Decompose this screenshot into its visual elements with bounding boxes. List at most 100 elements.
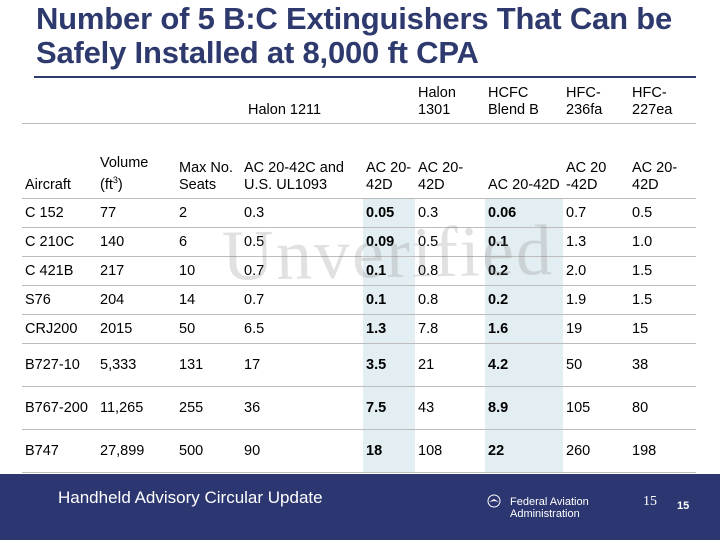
table-row: B727-10 5,333 131 17 3.5 21 4.2 50 38 bbox=[22, 343, 697, 387]
cell-hfc227ea: 80 bbox=[629, 386, 697, 430]
cell-seats: 50 bbox=[176, 314, 241, 344]
cell-volume: 217 bbox=[97, 256, 176, 286]
cell-halon1211-ac: 0.1 bbox=[363, 256, 416, 286]
extinguisher-table: Halon 1211 Halon 1301 HCFC Blend B HFC-2… bbox=[22, 79, 697, 473]
cell-halon1301: 0.8 bbox=[415, 256, 486, 286]
header-hfc-227ea: HFC-227ea bbox=[629, 79, 697, 124]
table-row: S76 204 14 0.7 0.1 0.8 0.2 1.9 1.5 bbox=[22, 285, 697, 315]
cell-halon1301: 7.8 bbox=[415, 314, 486, 344]
cell-halon1301: 0.5 bbox=[415, 227, 486, 257]
cell-hfc227ea: 198 bbox=[629, 429, 697, 473]
header-hfc-236fa: HFC-236fa bbox=[563, 79, 630, 124]
cell-ac-ul: 6.5 bbox=[241, 314, 363, 344]
cell-seats: 500 bbox=[176, 429, 241, 473]
cell-aircraft: C 210C bbox=[22, 227, 97, 257]
header-ac-hfc236: AC 20 -42D bbox=[563, 123, 630, 199]
cell-hcfc: 0.1 bbox=[485, 227, 564, 257]
header-blank bbox=[176, 79, 241, 124]
header-ac-ul: AC 20-42C and U.S. UL1093 bbox=[241, 123, 363, 199]
cell-hcfc: 8.9 bbox=[485, 386, 564, 430]
cell-hfc236fa: 50 bbox=[563, 343, 630, 387]
header-max-seats: Max No. Seats bbox=[176, 123, 241, 199]
cell-hfc236fa: 19 bbox=[563, 314, 630, 344]
header-ac-1301: AC 20-42D bbox=[415, 123, 486, 199]
header-halon-1301: Halon 1301 bbox=[415, 79, 486, 124]
table-row: CRJ200 2015 50 6.5 1.3 7.8 1.6 19 15 bbox=[22, 314, 697, 344]
cell-hfc236fa: 260 bbox=[563, 429, 630, 473]
cell-ac-ul: 0.3 bbox=[241, 198, 363, 228]
cell-hcfc: 22 bbox=[485, 429, 564, 473]
cell-halon1301: 0.8 bbox=[415, 285, 486, 315]
cell-volume: 140 bbox=[97, 227, 176, 257]
cell-halon1211-ac: 18 bbox=[363, 429, 416, 473]
cell-ac-ul: 0.7 bbox=[241, 256, 363, 286]
cell-volume: 27,899 bbox=[97, 429, 176, 473]
cell-halon1211-ac: 0.05 bbox=[363, 198, 416, 228]
cell-halon1211-ac: 0.09 bbox=[363, 227, 416, 257]
footer-agency-line1: Federal Aviation bbox=[510, 496, 589, 508]
slide-title: Number of 5 B:C Extinguishers That Can b… bbox=[36, 1, 672, 70]
header-hcfc-blend-b: HCFC Blend B bbox=[485, 79, 564, 124]
cell-hcfc: 0.06 bbox=[485, 198, 564, 228]
header-ac-hcfc: AC 20-42D bbox=[485, 123, 564, 199]
cell-halon1301: 108 bbox=[415, 429, 486, 473]
cell-halon1301: 0.3 bbox=[415, 198, 486, 228]
cell-hfc236fa: 2.0 bbox=[563, 256, 630, 286]
cell-aircraft: C 152 bbox=[22, 198, 97, 228]
cell-hfc236fa: 0.7 bbox=[563, 198, 630, 228]
header-ac-1211: AC 20-42D bbox=[363, 123, 416, 199]
header-volume-unit-exponent: 3 bbox=[112, 175, 118, 186]
table-row: C 210C 140 6 0.5 0.09 0.5 0.1 1.3 1.0 bbox=[22, 227, 697, 257]
header-halon-1211: Halon 1211 bbox=[241, 79, 416, 124]
cell-ac-ul: 36 bbox=[241, 386, 363, 430]
cell-hcfc: 4.2 bbox=[485, 343, 564, 387]
cell-hfc236fa: 1.3 bbox=[563, 227, 630, 257]
footer-agency-line2: Administration bbox=[510, 508, 580, 520]
cell-hfc236fa: 105 bbox=[563, 386, 630, 430]
cell-halon1301: 21 bbox=[415, 343, 486, 387]
cell-aircraft: S76 bbox=[22, 285, 97, 315]
cell-volume: 2015 bbox=[97, 314, 176, 344]
cell-hfc227ea: 1.5 bbox=[629, 285, 697, 315]
cell-ac-ul: 90 bbox=[241, 429, 363, 473]
cell-seats: 14 bbox=[176, 285, 241, 315]
table-row: C 421B 217 10 0.7 0.1 0.8 0.2 2.0 1.5 bbox=[22, 256, 697, 286]
cell-halon1301: 43 bbox=[415, 386, 486, 430]
cell-volume: 204 bbox=[97, 285, 176, 315]
header-volume-label: Volume bbox=[100, 155, 149, 172]
cell-seats: 6 bbox=[176, 227, 241, 257]
cell-volume: 11,265 bbox=[97, 386, 176, 430]
cell-aircraft: B767-200 bbox=[22, 386, 97, 430]
title-divider bbox=[34, 76, 696, 78]
cell-aircraft: B747 bbox=[22, 429, 97, 473]
cell-halon1211-ac: 3.5 bbox=[363, 343, 416, 387]
cell-volume: 77 bbox=[97, 198, 176, 228]
table-row: B767-200 11,265 255 36 7.5 43 8.9 105 80 bbox=[22, 386, 697, 430]
cell-hfc227ea: 38 bbox=[629, 343, 697, 387]
cell-volume: 5,333 bbox=[97, 343, 176, 387]
cell-hfc227ea: 1.0 bbox=[629, 227, 697, 257]
cell-seats: 255 bbox=[176, 386, 241, 430]
cell-hfc227ea: 1.5 bbox=[629, 256, 697, 286]
footer-bar: Handheld Advisory Circular Update Federa… bbox=[0, 474, 720, 540]
cell-seats: 10 bbox=[176, 256, 241, 286]
cell-aircraft: C 421B bbox=[22, 256, 97, 286]
page-number: 15 bbox=[643, 494, 657, 509]
column-header-row: Aircraft Volume (ft3) Max No. Seats AC 20… bbox=[22, 123, 697, 199]
cell-aircraft: CRJ200 bbox=[22, 314, 97, 344]
cell-ac-ul: 0.5 bbox=[241, 227, 363, 257]
header-volume-unit-close: ) bbox=[117, 177, 123, 193]
cell-hfc227ea: 0.5 bbox=[629, 198, 697, 228]
cell-seats: 2 bbox=[176, 198, 241, 228]
cell-hfc227ea: 15 bbox=[629, 314, 697, 344]
cell-seats: 131 bbox=[176, 343, 241, 387]
header-blank bbox=[97, 79, 176, 124]
footer-agency: Federal Aviation Administration bbox=[510, 496, 589, 520]
cell-halon1211-ac: 0.1 bbox=[363, 285, 416, 315]
cell-ac-ul: 17 bbox=[241, 343, 363, 387]
cell-ac-ul: 0.7 bbox=[241, 285, 363, 315]
header-blank bbox=[22, 79, 97, 124]
table-row: B747 27,899 500 90 18 108 22 260 198 bbox=[22, 429, 697, 473]
header-ac-hfc227: AC 20-42D bbox=[629, 123, 697, 199]
cell-aircraft: B727-10 bbox=[22, 343, 97, 387]
